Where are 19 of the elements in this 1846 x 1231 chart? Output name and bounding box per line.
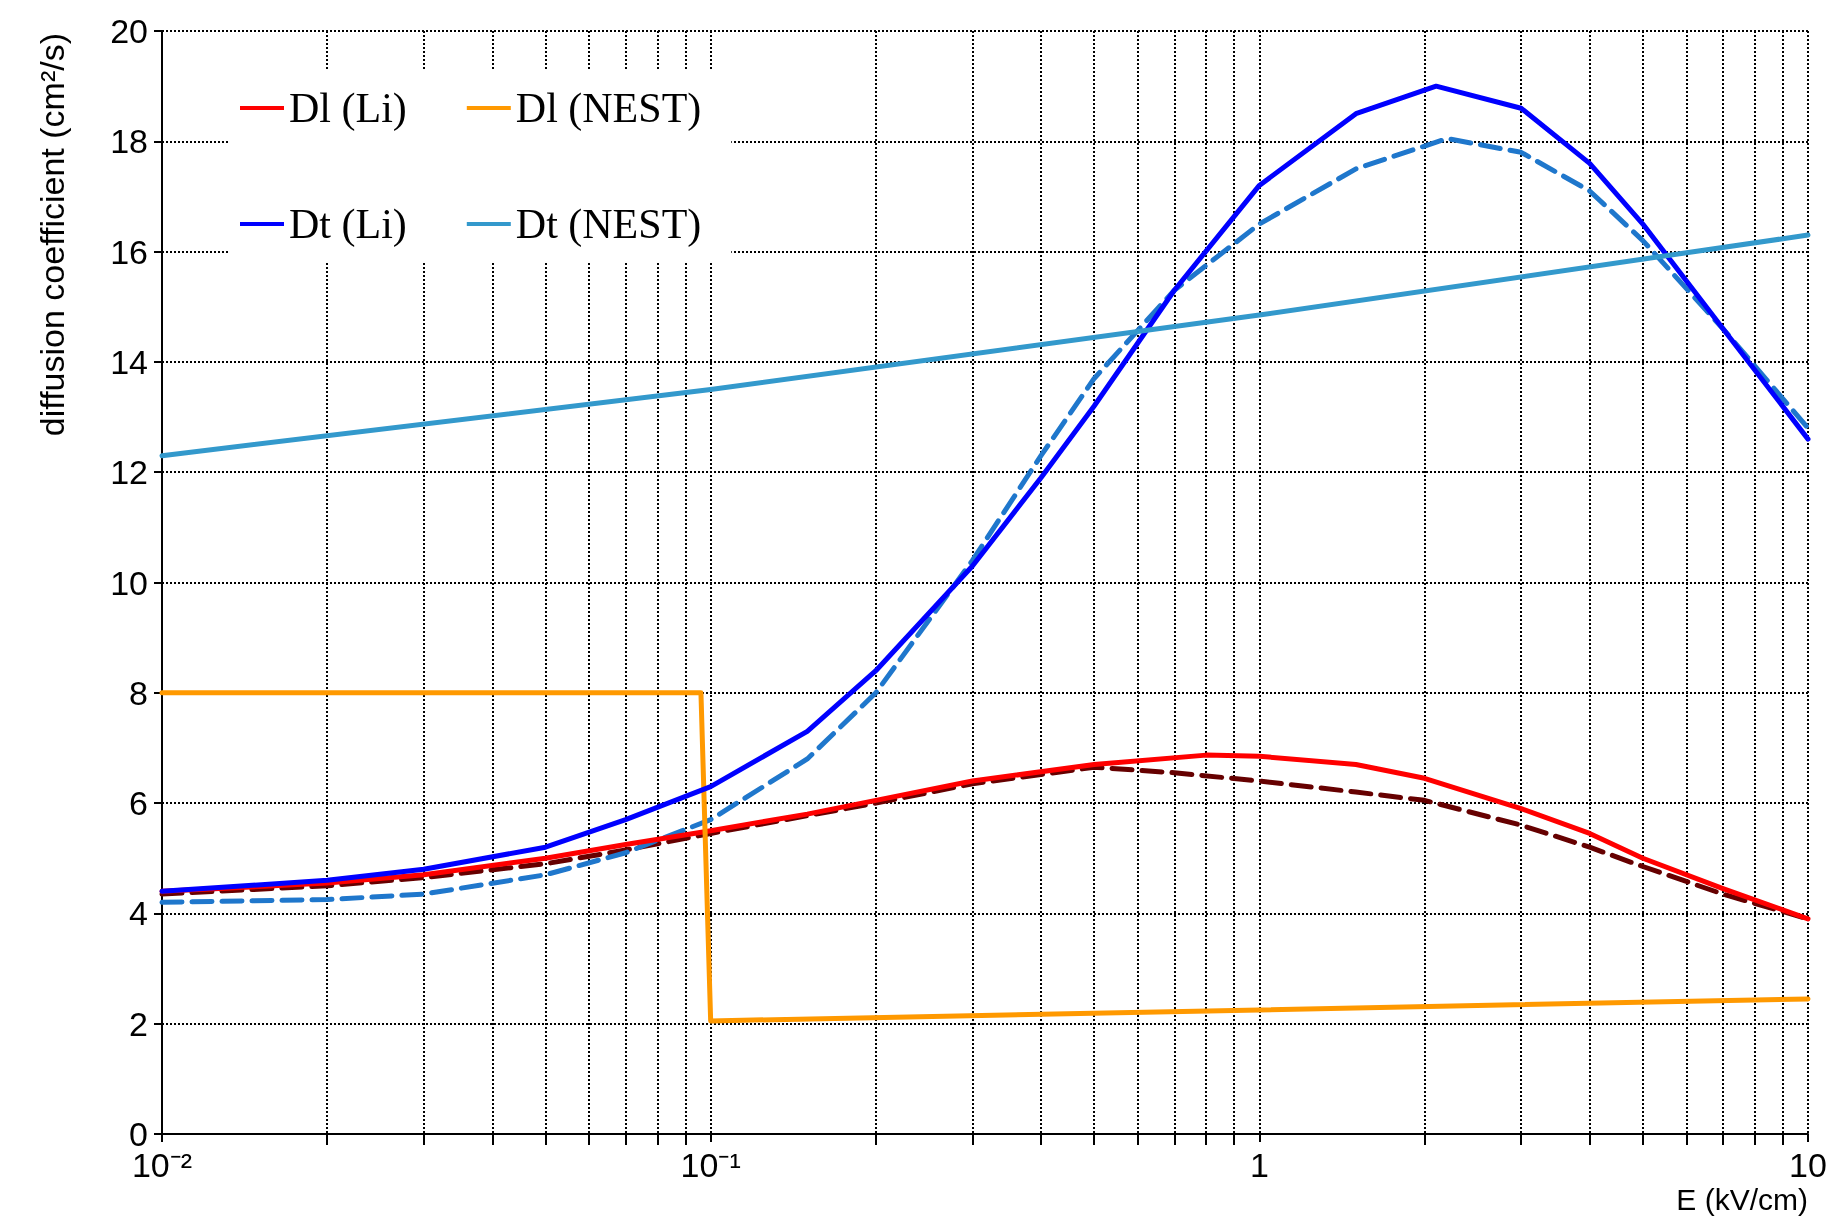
y-tick-label: 20 (110, 12, 148, 50)
y-tick-label: 2 (129, 1004, 148, 1043)
x-tick-label: 10⁻¹ (680, 1146, 741, 1184)
y-tick-label: 12 (110, 453, 148, 492)
x-tick-label: 10 (1789, 1146, 1827, 1184)
legend-label: Dl (NEST) (515, 85, 702, 132)
y-tick-label: 14 (110, 342, 148, 381)
legend-label: Dt (NEST) (515, 201, 702, 248)
legend-label: Dl (Li) (289, 85, 407, 132)
y-tick-label: 18 (110, 122, 148, 161)
x-axis-title: E (kV/cm) (1676, 1182, 1808, 1216)
y-axis-title: diffusion coefficient (cm²/s) (33, 33, 71, 437)
y-tick-label: 10 (110, 563, 148, 602)
y-tick-label: 8 (129, 673, 148, 712)
y-tick-label: 16 (110, 232, 148, 271)
x-tick-label: 1 (1249, 1146, 1269, 1184)
y-tick-label: 6 (129, 784, 148, 823)
legend-label: Dt (Li) (289, 201, 407, 248)
y-tick-label: 4 (129, 894, 148, 933)
